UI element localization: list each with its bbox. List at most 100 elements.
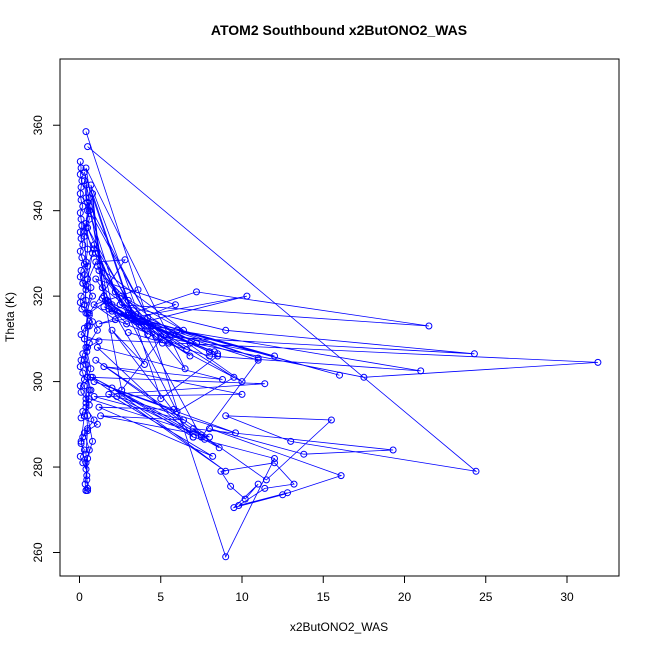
x-axis-label: x2ButONO2_WAS <box>290 620 388 634</box>
data-point <box>183 346 191 353</box>
y-tick-label: 320 <box>31 286 45 306</box>
data-point <box>108 326 116 334</box>
data-point <box>90 378 98 386</box>
data-point <box>186 352 194 360</box>
data-point <box>222 326 230 334</box>
data-point <box>261 484 269 492</box>
data-point <box>77 388 85 396</box>
data-point <box>144 331 152 339</box>
data-point <box>336 371 343 379</box>
data-point <box>78 254 86 262</box>
series-line <box>89 347 265 472</box>
data-point <box>241 495 249 503</box>
data-point <box>189 433 197 441</box>
data-point <box>193 288 200 296</box>
data-point <box>80 356 88 364</box>
data-point <box>186 339 194 347</box>
y-tick-label: 300 <box>31 371 45 391</box>
series-line <box>79 161 100 491</box>
data-point <box>123 320 131 328</box>
data-point <box>134 286 142 294</box>
data-point <box>209 452 217 460</box>
data-point <box>243 292 251 300</box>
data-point <box>80 232 88 240</box>
data-point <box>141 361 148 368</box>
data-point <box>425 322 433 330</box>
data-point <box>129 311 137 319</box>
data-point <box>105 299 113 306</box>
data-point <box>206 425 213 433</box>
data-point <box>82 128 90 136</box>
data-point <box>85 446 93 454</box>
data-point <box>83 348 91 356</box>
data-point <box>158 339 166 347</box>
data-point <box>87 181 95 189</box>
data-point <box>93 326 101 334</box>
data-point <box>337 472 345 480</box>
data-point <box>360 373 368 381</box>
data-point <box>95 320 103 328</box>
data-point <box>84 412 92 420</box>
data-point <box>238 390 246 398</box>
x-tick-label: 20 <box>398 590 412 604</box>
data-point <box>85 207 93 215</box>
data-point <box>95 337 103 345</box>
data-point <box>180 416 187 424</box>
data-point <box>261 380 269 388</box>
y-tick-label: 260 <box>31 542 45 562</box>
data-point <box>235 502 243 509</box>
data-point <box>171 301 179 309</box>
data-point <box>93 420 101 428</box>
data-point <box>227 482 235 490</box>
data-point <box>222 553 230 561</box>
data-point <box>180 326 187 334</box>
data-point <box>95 403 103 411</box>
data-point <box>327 416 335 424</box>
y-tick-label: 360 <box>31 115 45 135</box>
data-point <box>254 354 262 362</box>
data-point <box>80 168 88 176</box>
data-point <box>82 164 90 172</box>
data-point <box>222 467 230 475</box>
data-point <box>79 459 87 467</box>
data-point <box>417 367 425 375</box>
data-point <box>124 329 132 336</box>
data-point <box>76 228 84 236</box>
series-2 <box>79 177 101 467</box>
data-point <box>300 450 308 458</box>
series-6 <box>85 343 269 475</box>
x-tick-label: 0 <box>76 590 83 604</box>
data-point <box>206 352 213 360</box>
x-tick-label: 5 <box>157 590 164 604</box>
data-point <box>115 309 122 317</box>
data-point <box>219 376 226 383</box>
data-point <box>124 296 132 304</box>
data-point <box>79 350 87 358</box>
y-axis-label: Theta (K) <box>3 292 17 342</box>
data-point <box>121 256 129 264</box>
data-point <box>137 322 145 330</box>
data-point <box>89 292 96 300</box>
series-line <box>84 131 276 558</box>
data-point <box>84 143 92 151</box>
data-point <box>152 333 160 341</box>
data-point <box>230 373 238 381</box>
data-point <box>116 301 124 309</box>
data-point <box>92 356 100 364</box>
y-tick-label: 340 <box>31 200 45 220</box>
data-point <box>92 258 100 266</box>
data-point <box>290 480 298 488</box>
data-point <box>111 288 119 296</box>
data-point <box>76 170 84 178</box>
data-point <box>87 386 95 394</box>
data-point <box>89 437 96 445</box>
data-point <box>84 198 92 206</box>
data-point <box>170 405 178 413</box>
data-point <box>262 476 270 484</box>
data-point <box>76 158 84 165</box>
data-point <box>232 429 239 437</box>
data-point <box>90 393 98 400</box>
data-point <box>82 309 90 317</box>
data-point <box>287 437 295 445</box>
